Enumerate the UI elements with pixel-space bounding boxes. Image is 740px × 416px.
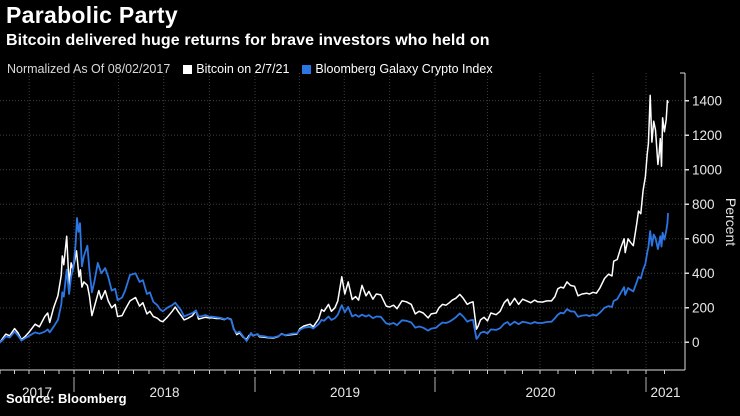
- axes: [0, 72, 689, 392]
- legend-item-bitcoin: Bitcoin on 2/7/21: [183, 62, 289, 76]
- bitcoin-series-swatch: [183, 64, 193, 74]
- y-tick-label: 800: [692, 197, 715, 212]
- legend-item-bitcoin-label: Bitcoin on 2/7/21: [196, 62, 290, 76]
- x-year-label: 2018: [149, 385, 179, 400]
- y-tick-label: 0: [692, 335, 700, 350]
- y-tick-label: 400: [692, 266, 715, 281]
- y-tick-label: 1200: [692, 128, 722, 143]
- legend-item-crypto-index-label: Bloomberg Galaxy Crypto Index: [315, 62, 493, 76]
- x-year-label: 2019: [330, 385, 360, 400]
- y-tick-label: 1400: [692, 93, 722, 108]
- series-lines: [0, 94, 669, 344]
- gridlines: [0, 73, 685, 370]
- axis-tick-labels: 0 200 400 600 800 1000 1200 1400 2017 2018 2019 202…: [22, 93, 722, 400]
- bitcoin-series-line: [0, 94, 669, 344]
- chart-subtitle: Bitcoin delivered huge returns for brave…: [6, 32, 490, 49]
- y-tick-label: 200: [692, 301, 715, 316]
- y-tick-label: 600: [692, 232, 715, 247]
- legend: Normalized As Of 08/02/2017 Bitcoin on 2…: [7, 61, 493, 77]
- legend-item-crypto-index: Bloomberg Galaxy Crypto Index: [302, 62, 493, 76]
- x-year-label: 2021: [650, 385, 680, 400]
- y-tick-label: 1000: [692, 162, 722, 177]
- y-axis-title: Percent: [723, 197, 739, 247]
- crypto-index-series-line: [0, 212, 669, 344]
- legend-note: Normalized As Of 08/02/2017: [7, 62, 171, 76]
- x-year-label: 2020: [525, 385, 555, 400]
- x-year-label: 2017: [22, 385, 52, 400]
- source-note: Source: Bloomberg: [6, 391, 127, 406]
- chart-title: Parabolic Party: [6, 2, 178, 28]
- crypto-index-series-swatch: [302, 64, 312, 74]
